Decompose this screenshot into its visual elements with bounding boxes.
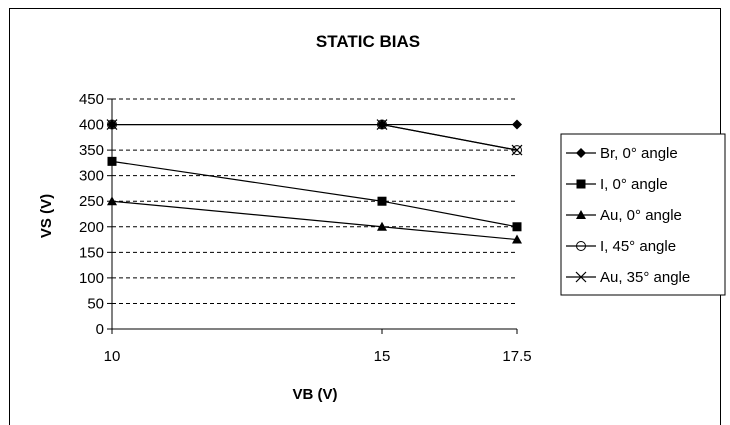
data-point	[575, 271, 587, 283]
legend-item: Au, 0° angle	[566, 207, 682, 224]
legend-label: I, 45° angle	[600, 238, 676, 255]
data-point	[106, 119, 118, 130]
legend-label: Au, 35° angle	[600, 269, 690, 286]
y-tick-label: 0	[96, 321, 104, 338]
legend-item: I, 45° angle	[566, 238, 676, 255]
legend-item: I, 0° angle	[566, 176, 668, 193]
series-line	[112, 123, 518, 151]
y-tick-label: 400	[79, 117, 104, 134]
data-point	[107, 156, 117, 166]
data-point	[512, 119, 522, 130]
legend-label: Au, 0° angle	[600, 207, 682, 224]
y-tick-label: 50	[87, 295, 104, 312]
y-tick-label: 450	[79, 91, 104, 108]
data-point	[512, 222, 522, 232]
y-tick-label: 150	[79, 244, 104, 261]
gridlines	[112, 98, 517, 304]
data-point	[512, 145, 522, 156]
legend-item: Au, 35° angle	[566, 269, 690, 286]
x-tick-label: 17.5	[502, 348, 531, 365]
data-point	[576, 179, 586, 189]
legend-item: Br, 0° angle	[566, 145, 678, 162]
series-line	[111, 160, 518, 228]
x-axis-title: VB (V)	[293, 386, 338, 403]
data-point	[377, 196, 387, 206]
data-point	[512, 234, 522, 244]
y-axis-title: VS (V)	[38, 194, 55, 238]
chart-title: STATIC BIAS	[316, 32, 420, 51]
series	[106, 119, 523, 156]
data-point	[376, 119, 388, 130]
series	[107, 196, 522, 244]
data-point	[107, 196, 117, 206]
data-point	[377, 221, 387, 231]
y-tick-label: 250	[79, 193, 104, 210]
series-line	[111, 200, 518, 241]
data-point	[576, 241, 586, 251]
series	[107, 119, 522, 156]
legend-label: Br, 0° angle	[600, 145, 678, 162]
y-axis-ticks: 0 50 100 150 200 250 300 350 400 450	[79, 91, 112, 338]
data-point	[576, 148, 586, 158]
axes	[111, 99, 517, 330]
y-tick-label: 350	[79, 142, 104, 159]
y-tick-label: 300	[79, 168, 104, 185]
data-point	[511, 144, 523, 156]
legend-box	[560, 133, 726, 296]
legend: Br, 0° angle I, 0° angle Au, 0° angle I, 45…	[566, 145, 690, 286]
x-tick-label: 15	[374, 348, 391, 365]
x-axis-ticks: 10 15 17.5	[104, 329, 532, 365]
series	[107, 156, 522, 232]
series-group	[106, 119, 523, 244]
x-tick-label: 10	[104, 348, 121, 365]
y-tick-label: 200	[79, 219, 104, 236]
legend-label: I, 0° angle	[600, 176, 668, 193]
series-line	[112, 123, 518, 151]
y-tick-label: 100	[79, 270, 104, 287]
data-point	[576, 210, 586, 219]
